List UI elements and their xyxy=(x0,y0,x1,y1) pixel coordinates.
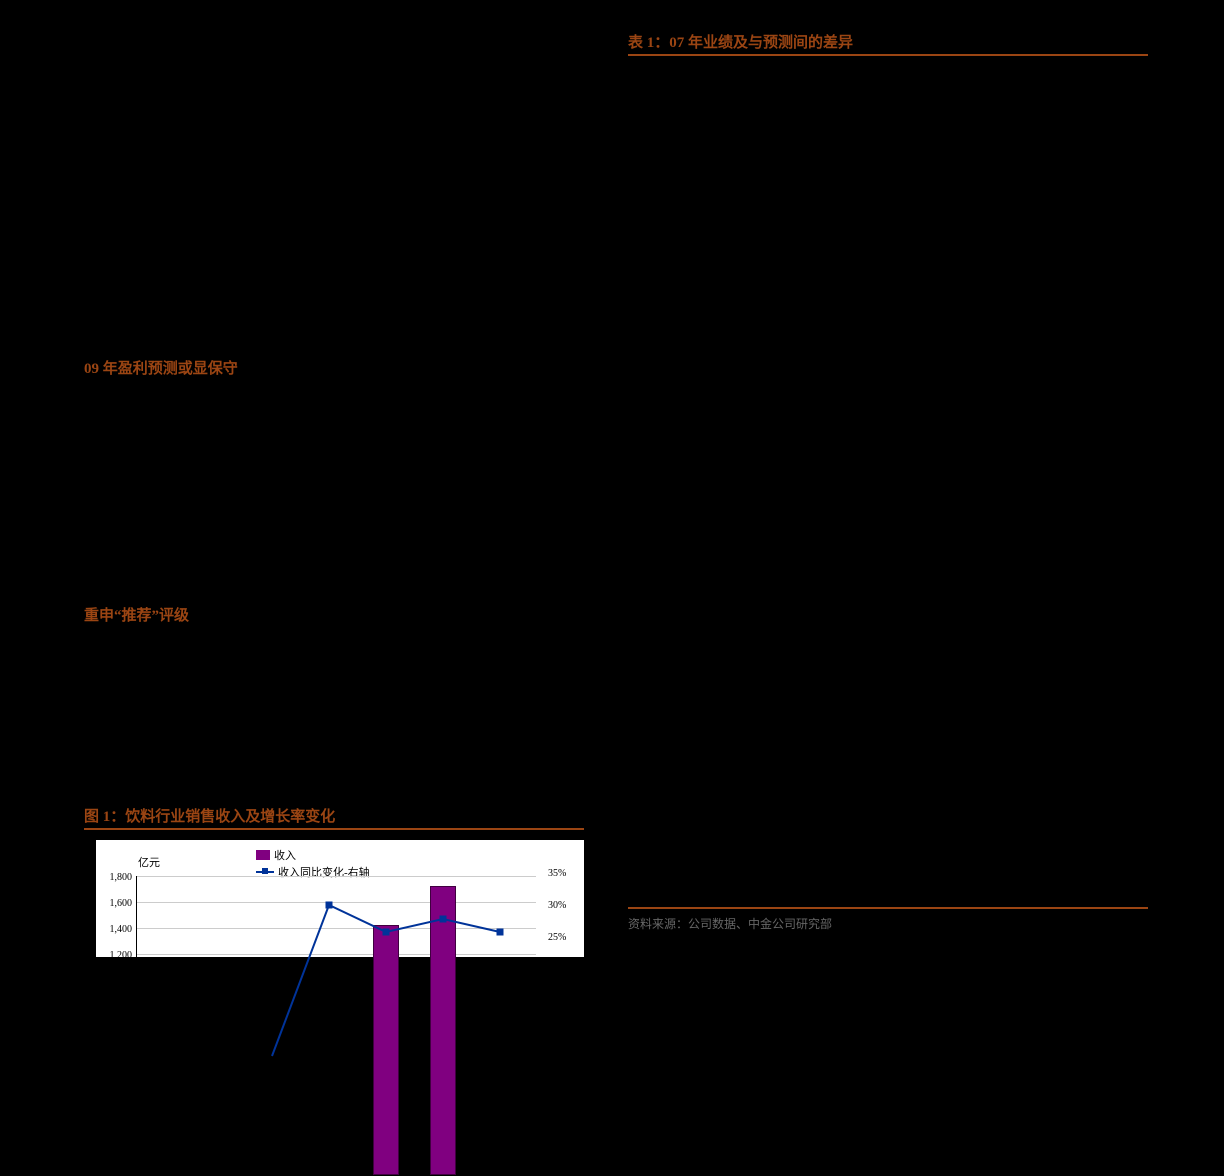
y2-tick: 30% xyxy=(548,900,580,911)
table-title-rule xyxy=(628,54,1148,56)
legend-label-bar: 收入 xyxy=(274,847,296,863)
table-title-block: 表 1：07 年业绩及与预测间的差异 xyxy=(628,31,1148,56)
y2-tick: 35% xyxy=(548,868,580,879)
page: 09 年盈利预测或显保守 重申“推荐”评级 图 1：饮料行业销售收入及增长率变化… xyxy=(0,0,1224,957)
gridline xyxy=(137,876,536,877)
y2-tick: 25% xyxy=(548,932,580,943)
y1-unit-label: 亿元 xyxy=(138,854,160,870)
figure-title-rule xyxy=(84,828,584,830)
section-heading-1: 09 年盈利预测或显保守 xyxy=(84,357,238,378)
source-block: 资料来源：公司数据、中金公司研究部 xyxy=(628,905,1148,932)
line-marker xyxy=(497,929,504,936)
line-marker xyxy=(326,902,333,909)
gridline xyxy=(137,928,536,929)
figure-title: 图 1：饮料行业销售收入及增长率变化 xyxy=(84,805,584,826)
source-rule xyxy=(628,907,1148,909)
line-marker xyxy=(440,916,447,923)
line-series xyxy=(137,876,537,1176)
y1-tick: 1,800 xyxy=(100,872,132,883)
y1-tick: 1,600 xyxy=(100,898,132,909)
table-title: 表 1：07 年业绩及与预测间的差异 xyxy=(628,31,1148,52)
legend-swatch-bar xyxy=(256,850,270,860)
chart-area: 亿元 收入 收入同比变化-右轴 1,800 1,600 1,400 1, xyxy=(96,840,584,957)
plot-area xyxy=(136,876,536,1176)
revenue-chart: 亿元 收入 收入同比变化-右轴 1,800 1,600 1,400 1, xyxy=(96,840,584,957)
section-heading-2: 重申“推荐”评级 xyxy=(84,604,189,625)
line-marker xyxy=(383,929,390,936)
legend-item-bar: 收入 xyxy=(256,847,370,863)
y1-tick: 1,200 xyxy=(100,950,132,961)
source-text: 资料来源：公司数据、中金公司研究部 xyxy=(628,915,1148,932)
gridline xyxy=(137,902,536,903)
figure-title-block: 图 1：饮料行业销售收入及增长率变化 xyxy=(84,805,584,830)
bar xyxy=(373,925,399,1175)
bar xyxy=(430,886,456,1175)
gridline xyxy=(137,954,536,955)
y1-tick: 1,400 xyxy=(100,924,132,935)
